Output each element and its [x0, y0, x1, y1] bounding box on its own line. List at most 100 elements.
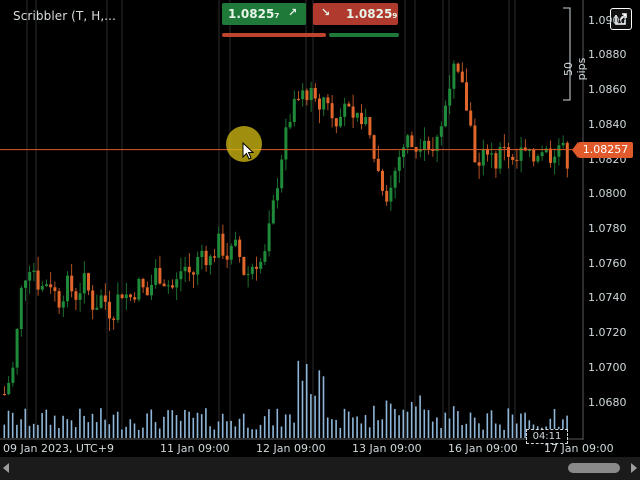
candle-body: [523, 147, 527, 151]
popout-icon[interactable]: [610, 8, 632, 30]
volume-bar: [104, 419, 106, 438]
candle-body: [297, 98, 300, 100]
volume-bar: [385, 400, 388, 438]
volume-bar: [339, 428, 342, 438]
candle-body: [389, 187, 393, 202]
cursor-arrow-icon: [242, 142, 254, 160]
volume-bar: [301, 380, 304, 438]
volume-bar: [133, 423, 136, 438]
candle-body: [255, 266, 258, 269]
horizontal-scrollbar[interactable]: [0, 457, 640, 480]
candle-body: [313, 87, 317, 99]
scroll-thumb[interactable]: [568, 463, 620, 473]
volume-bar: [116, 411, 119, 438]
candle-body: [175, 279, 179, 288]
volume-bars: [3, 360, 568, 438]
candle-body: [120, 294, 124, 299]
candle-body: [351, 106, 355, 118]
volume-bar: [70, 420, 73, 438]
candle-body: [162, 283, 166, 287]
candle-body: [280, 159, 284, 189]
volume-bar: [196, 412, 199, 438]
volume-bar: [209, 426, 211, 438]
grid-lines: [26, 0, 516, 439]
candle-body: [473, 125, 477, 163]
volume-bar: [452, 406, 455, 438]
candle-body: [183, 266, 187, 272]
candle-body: [418, 149, 422, 152]
price-tick-label: 1.0760: [588, 256, 627, 270]
time-tick-label: 17 Jan 09:00: [544, 442, 614, 455]
candle-body: [561, 142, 565, 146]
candle-body: [490, 153, 494, 155]
volume-bar: [259, 424, 262, 438]
candle-body: [460, 71, 464, 83]
volume-bar: [188, 411, 190, 438]
candle-body: [343, 103, 347, 117]
candle-body: [393, 170, 397, 188]
candle-body: [3, 393, 6, 395]
candle-body: [171, 285, 174, 288]
volume-bar: [431, 421, 434, 438]
volume-bar: [415, 406, 417, 438]
candle-body: [192, 272, 195, 275]
candle-body: [229, 245, 233, 260]
volume-bar: [175, 415, 178, 438]
volume-bar: [242, 413, 245, 438]
volume-bar: [469, 412, 472, 438]
scroll-left-icon[interactable]: [3, 463, 9, 473]
volume-bar: [121, 429, 123, 438]
candle-body: [498, 146, 502, 169]
volume-bar: [41, 412, 43, 438]
sell-quote-button[interactable]: ↘ 1.0825₉: [313, 3, 398, 25]
candle-body: [166, 285, 170, 287]
buy-quote-button[interactable]: 1.0825₇ ↗: [222, 3, 306, 25]
volume-bar: [553, 409, 556, 438]
volume-bar: [293, 422, 295, 438]
volume-bar: [499, 424, 501, 438]
candle-body: [133, 297, 137, 300]
volume-bar: [436, 417, 438, 438]
volume-bar: [440, 427, 442, 438]
candle-body: [376, 158, 380, 171]
price-tick-label: 1.0880: [588, 48, 627, 62]
scroll-right-icon[interactable]: [631, 463, 637, 473]
volume-bar: [314, 395, 316, 438]
candle-body: [326, 97, 330, 104]
volume-bar: [154, 422, 157, 438]
volume-bar: [444, 412, 447, 438]
candle-body: [364, 117, 368, 125]
volume-bar: [297, 360, 300, 438]
volume-bar: [217, 421, 220, 438]
candle-body: [469, 110, 473, 126]
volume-bar: [49, 424, 52, 438]
candle-body: [49, 284, 53, 288]
buy-arrow-icon: ↗: [288, 6, 298, 19]
candle-body: [276, 188, 279, 201]
symbol-title[interactable]: Scribbler (T, H,...: [13, 9, 117, 23]
volume-bar: [318, 370, 321, 438]
price-tick-label: 1.0700: [588, 360, 627, 374]
price-tick-label: 1.0720: [588, 326, 627, 340]
sell-price: 1.0825₉: [346, 7, 398, 21]
candle-body: [536, 156, 540, 162]
volume-bar: [205, 408, 207, 438]
volume-bar: [58, 428, 60, 438]
volume-bar: [520, 413, 522, 438]
volume-bar: [95, 422, 98, 438]
volume-bar: [142, 427, 144, 438]
volume-bar: [343, 408, 346, 438]
volume-bar: [24, 408, 27, 438]
price-tick-label: 1.0900: [588, 13, 627, 27]
candle-body: [204, 250, 208, 266]
candle-body: [502, 146, 506, 148]
volume-bar: [423, 409, 426, 438]
candle-body: [318, 98, 321, 110]
volume-bar: [322, 376, 325, 438]
candle-body: [439, 126, 443, 137]
volume-bar: [32, 423, 35, 438]
candle-body: [288, 122, 292, 128]
candle-body: [347, 103, 351, 107]
volume-bar: [3, 424, 6, 438]
